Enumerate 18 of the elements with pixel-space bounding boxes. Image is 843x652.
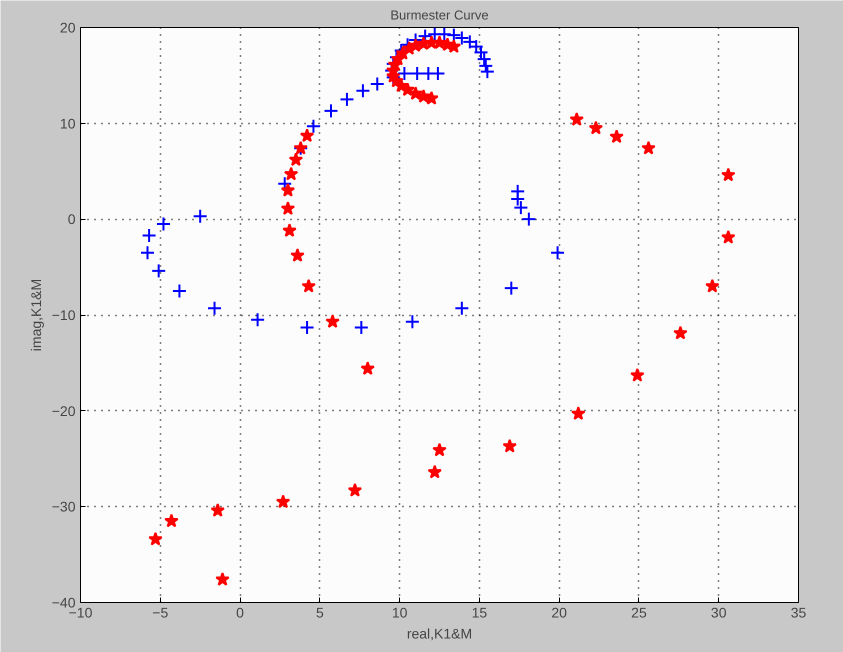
x-tick-label: 5 — [316, 604, 324, 620]
x-tick-label: 20 — [551, 604, 568, 620]
y-tick-label: −20 — [52, 402, 76, 419]
x-tick-label: 0 — [236, 604, 244, 620]
x-tick-label: −5 — [152, 604, 168, 620]
x-axis-title: real,K1&M — [406, 626, 472, 642]
x-tick-label: 35 — [790, 604, 806, 620]
y-tick-label: 10 — [60, 115, 76, 132]
x-tick-label: 10 — [392, 604, 408, 620]
y-tick-label: −10 — [52, 307, 76, 323]
x-tick-label: 15 — [472, 604, 488, 620]
y-tick-label: 20 — [60, 20, 76, 36]
y-tick-label: 0 — [68, 211, 76, 228]
x-tick-label: 30 — [710, 604, 727, 620]
chart-title: Burmester Curve — [390, 8, 489, 22]
y-axis-title: imag,K1&M — [28, 278, 44, 352]
y-tick-label: −30 — [52, 498, 76, 515]
x-tick-label: 25 — [631, 604, 647, 620]
